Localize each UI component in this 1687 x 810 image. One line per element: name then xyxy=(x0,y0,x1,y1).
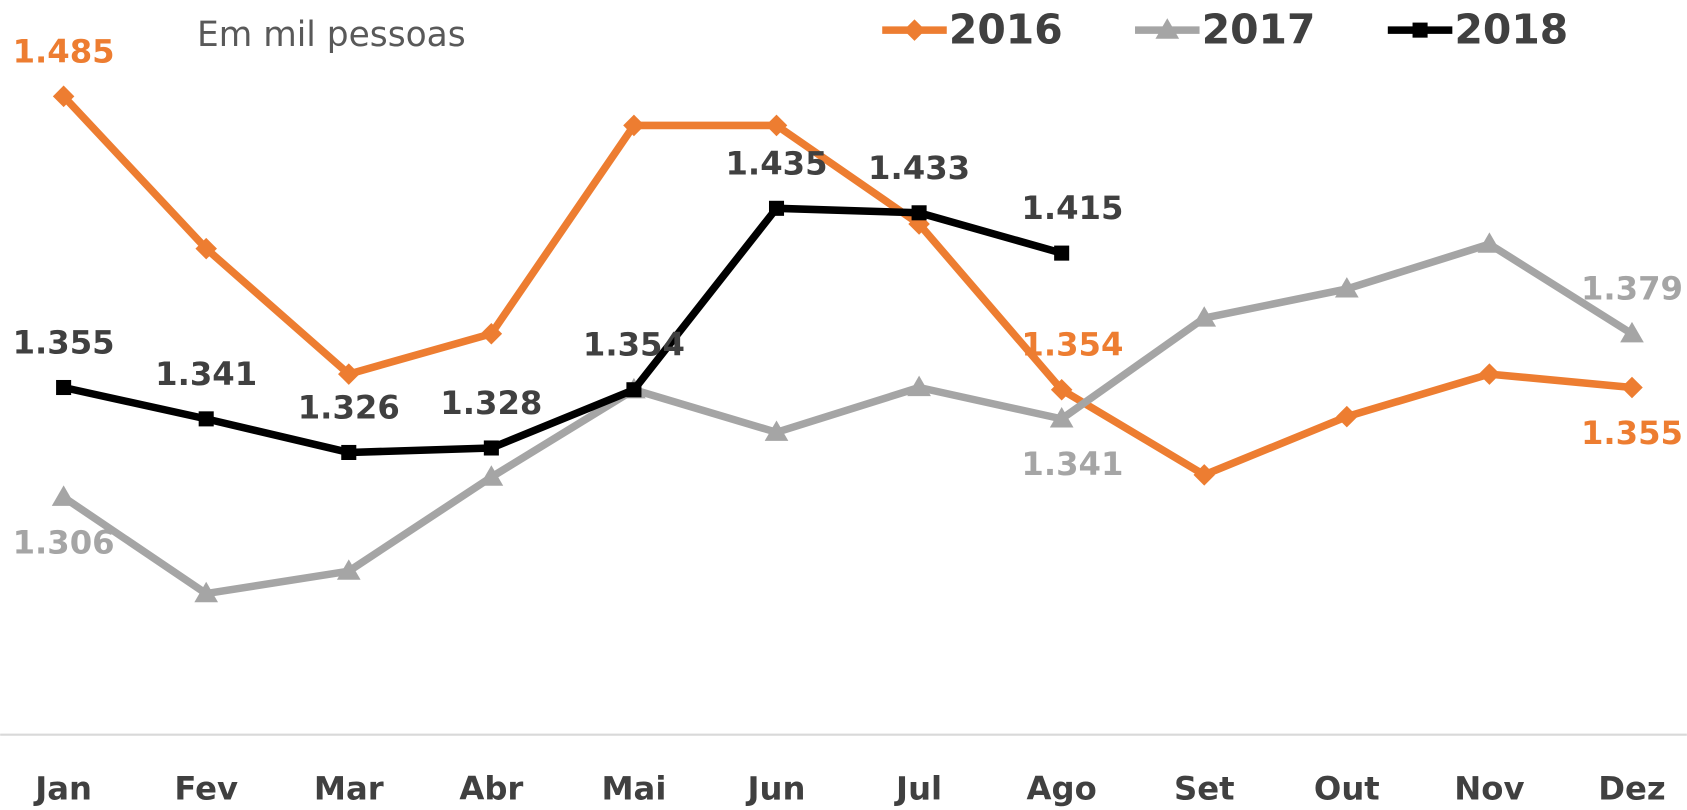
marker xyxy=(907,375,931,397)
marker xyxy=(483,440,499,456)
marker xyxy=(626,382,642,398)
marker xyxy=(1334,277,1359,298)
marker xyxy=(1049,407,1074,428)
marker xyxy=(765,114,788,137)
marker xyxy=(1054,245,1070,261)
marker xyxy=(194,581,219,603)
series-line xyxy=(62,204,1063,457)
legend-label: 2017 xyxy=(1202,5,1316,53)
marker xyxy=(1478,363,1501,385)
x-tick-label: Ago xyxy=(1027,770,1097,808)
marker xyxy=(51,485,76,506)
marker xyxy=(1477,232,1502,253)
data-label: 1.328 xyxy=(440,384,542,422)
x-tick-label: Set xyxy=(1174,770,1235,808)
marker xyxy=(1192,306,1217,327)
series-line xyxy=(61,240,1634,598)
data-label: 1.435 xyxy=(725,144,827,182)
x-tick-label: Dez xyxy=(1598,770,1665,808)
data-label: 1.433 xyxy=(868,149,970,187)
series-line xyxy=(60,93,1633,479)
marker xyxy=(341,444,357,460)
marker xyxy=(768,200,785,216)
legend-marker xyxy=(903,19,926,41)
legend-label: 2018 xyxy=(1454,5,1568,53)
marker xyxy=(195,237,217,260)
legend-marker xyxy=(1155,18,1180,39)
data-label: 1.415 xyxy=(1021,189,1123,227)
data-label: 1.355 xyxy=(1581,414,1683,452)
x-tick-label: Abr xyxy=(459,770,523,808)
marker xyxy=(1621,376,1643,399)
marker xyxy=(623,114,645,137)
marker xyxy=(52,85,75,108)
data-label: 1.341 xyxy=(1021,445,1123,483)
x-tick-label: Mar xyxy=(314,770,384,808)
data-label: 1.485 xyxy=(13,32,115,70)
legend-label: 2016 xyxy=(949,5,1063,53)
data-label: 1.306 xyxy=(13,524,115,562)
x-tick-label: Jun xyxy=(746,770,806,808)
legend-marker xyxy=(1412,22,1428,38)
x-tick-label: Jan xyxy=(33,770,92,808)
x-tick-label: Out xyxy=(1314,770,1380,808)
marker xyxy=(1620,321,1644,343)
marker xyxy=(764,420,789,441)
marker xyxy=(336,559,361,580)
x-tick-label: Jul xyxy=(894,770,942,808)
data-label: 1.326 xyxy=(298,388,400,426)
data-label: 1.354 xyxy=(1021,326,1123,364)
marker xyxy=(338,363,360,385)
x-tick-label: Nov xyxy=(1454,770,1524,808)
marker xyxy=(1336,405,1358,428)
data-label: 1.341 xyxy=(155,355,257,393)
data-label: 1.355 xyxy=(13,323,115,361)
marker xyxy=(56,379,72,396)
marker xyxy=(911,205,927,221)
data-label: 1.379 xyxy=(1581,270,1683,308)
marker xyxy=(198,411,214,427)
data-label: 1.354 xyxy=(583,326,685,364)
subtitle: Em mil pessoas xyxy=(197,15,466,55)
x-tick-label: Mai xyxy=(601,770,666,808)
x-tick-label: Fev xyxy=(174,770,238,808)
marker xyxy=(479,465,504,486)
